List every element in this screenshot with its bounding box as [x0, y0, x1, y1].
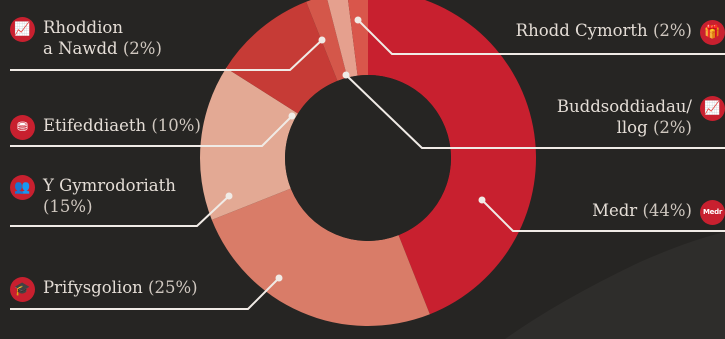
- leader-line-etifeddiaeth: [10, 115, 293, 147]
- leader-line-rhodd-cymorth: [357, 19, 725, 55]
- label-rhoddion-line2: a Nawdd: [43, 39, 118, 58]
- leader-dot-etifeddiaeth: [288, 112, 296, 120]
- leader-line-medr: [481, 199, 725, 232]
- label-etifeddiaeth: ⛃ Etifeddiaeth (10%): [10, 115, 201, 140]
- label-gymrodoriath: 👥 Y Gymrodoriath (15%): [10, 175, 176, 217]
- label-buddsoddiadau-line2: llog: [616, 118, 648, 137]
- donut-slice-rhodd-cymorth: [348, 0, 368, 76]
- donut-slice-etifeddiaeth: [226, 1, 338, 114]
- label-rhodd-cymorth-text: Rhodd Cymorth: [515, 21, 648, 40]
- leader-line-prifysgolion: [10, 277, 280, 310]
- label-etifeddiaeth-pct: (10%): [151, 116, 201, 135]
- label-prifysgolion-text: Prifysgolion: [43, 278, 143, 297]
- label-buddsoddiadau-pct: (2%): [652, 118, 692, 137]
- donut-slice-rhoddion-a-nawdd: [306, 0, 348, 81]
- leader-dot-medr: [478, 196, 486, 204]
- chart-line-icon: 📈: [700, 96, 725, 121]
- label-medr-text: Medr: [592, 201, 638, 220]
- label-buddsoddiadau: Buddsoddiadau/ llog (2%) 📈: [557, 96, 725, 138]
- donut-slice-medr: [368, 0, 536, 315]
- leader-dot-rhodd-cymorth: [354, 16, 362, 24]
- leader-dot-gymrodoriath: [225, 192, 233, 200]
- label-gymrodoriath-line1: Y Gymrodoriath: [43, 176, 176, 195]
- leader-dot-buddsoddiadau: [342, 71, 350, 79]
- label-rhodd-cymorth: Rhodd Cymorth (2%) 🎁: [516, 20, 725, 45]
- leader-line-rhoddion: [10, 39, 323, 71]
- donut-slice-buddsoddiadau-llog: [327, 0, 358, 78]
- label-rhoddion: 📈 Rhoddion a Nawdd (2%): [10, 17, 162, 59]
- leader-dot-prifysgolion: [275, 274, 283, 282]
- label-prifysgolion: 🎓 Prifysgolion (25%): [10, 277, 198, 302]
- label-rhodd-cymorth-pct: (2%): [652, 21, 692, 40]
- graduation-cap-icon: 🎓: [10, 277, 35, 302]
- coins-icon: ⛃: [10, 115, 35, 140]
- donut-slice-y-gymrodoriath: [200, 67, 298, 220]
- label-medr: Medr (44%) Medr: [592, 200, 725, 225]
- donut-hole: [285, 75, 451, 241]
- label-rhoddion-line1: Rhoddion: [43, 18, 123, 37]
- label-buddsoddiadau-line1: Buddsoddiadau/: [556, 97, 692, 116]
- people-icon: 👥: [10, 175, 35, 200]
- label-prifysgolion-pct: (25%): [148, 278, 198, 297]
- leader-dot-rhoddion: [318, 36, 326, 44]
- medr-logo-icon: Medr: [700, 200, 725, 225]
- leader-line-gymrodoriath: [10, 195, 230, 227]
- label-rhoddion-pct: (2%): [122, 39, 162, 58]
- label-etifeddiaeth-text: Etifeddiaeth: [43, 116, 147, 135]
- label-medr-pct: (44%): [642, 201, 692, 220]
- chart-line-icon: 📈: [10, 17, 35, 42]
- leader-line-buddsoddiadau: [345, 74, 725, 149]
- label-gymrodoriath-pct: (15%): [43, 197, 93, 216]
- gift-icon: 🎁: [700, 20, 725, 45]
